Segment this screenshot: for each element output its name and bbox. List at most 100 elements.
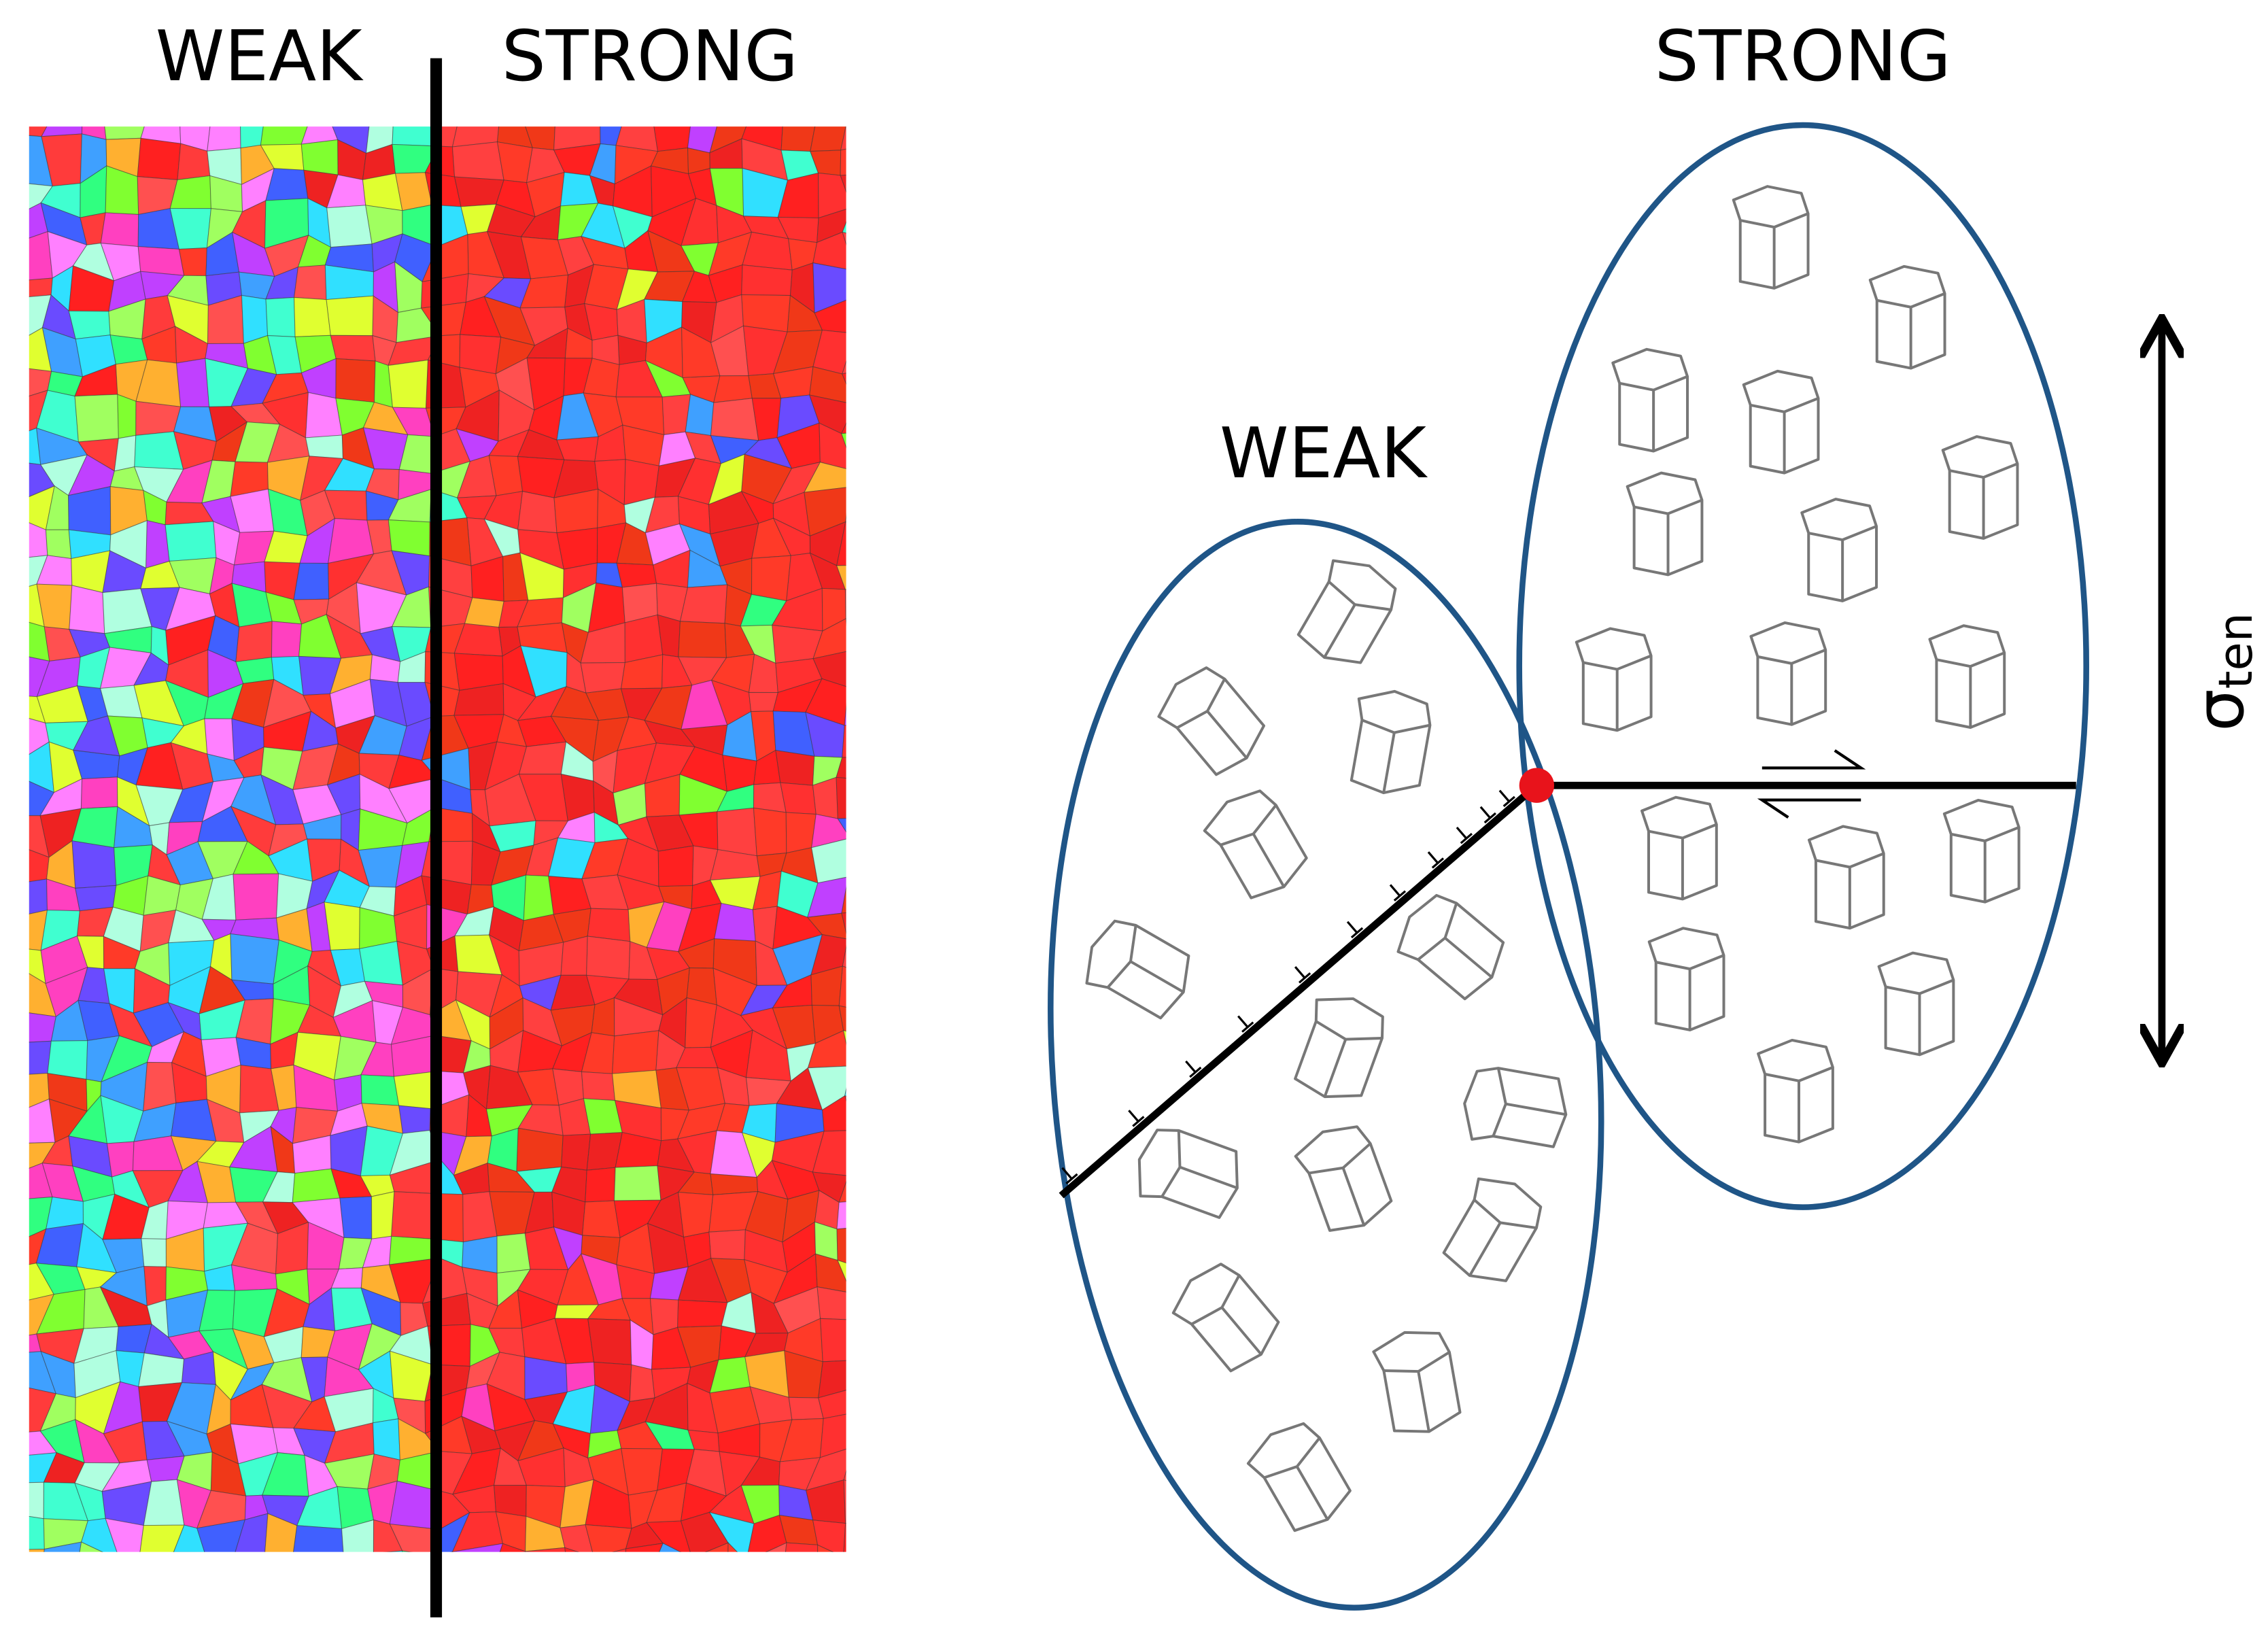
grain [848,1129,886,1176]
grain [101,1583,152,1615]
grain [560,936,588,976]
dislocation-stem [1498,789,1511,802]
grain [581,1071,616,1101]
grain [176,358,210,407]
grain [851,1289,886,1334]
grain [402,1550,412,1552]
prism [1944,800,2019,902]
grain [385,1550,403,1552]
grain [553,126,601,151]
grain [39,1581,79,1617]
grain [882,172,906,216]
grain [850,468,886,502]
grain [373,1418,400,1461]
grain [817,1286,846,1320]
grain [843,1522,846,1552]
grain [717,807,757,857]
grain [525,1547,566,1552]
grain [294,297,331,338]
grain [875,362,914,407]
grain [719,1579,745,1624]
strong-ellipse [1516,122,2089,1210]
grain [74,394,119,443]
grain [343,1554,373,1590]
prism [1075,912,1201,1027]
grain [241,294,269,344]
grain [29,1098,56,1144]
grain [653,126,691,152]
grain [75,1581,110,1615]
grain [870,298,919,335]
grain [398,1105,431,1134]
grain [883,980,914,1016]
dislocation-stem [1185,1060,1197,1074]
grain [117,394,137,439]
grain [841,432,846,448]
grain [741,264,793,296]
grain [104,126,145,140]
strong-label-right: STRONG [1655,16,1951,97]
grain [844,1095,846,1101]
grain [235,1513,269,1552]
grain [880,1545,919,1593]
grain [326,205,373,248]
prism [1613,349,1687,451]
grain [812,1130,846,1176]
grain [836,757,846,779]
grain [806,912,846,940]
prism [1388,886,1513,1008]
grain [741,294,791,332]
prism [1371,1325,1462,1439]
grain [811,838,846,884]
grain [138,1352,185,1388]
grain [235,621,273,662]
grain [870,625,914,663]
grain [233,1559,271,1592]
grain [300,126,339,145]
grain [587,908,631,942]
grain [842,946,846,968]
grain [264,1513,298,1552]
weak-label-left: WEAK [156,16,364,97]
grain [371,1191,395,1239]
grain [173,1551,175,1552]
grain [879,909,919,944]
grain [564,1547,579,1552]
grain [465,1579,490,1626]
grain [68,310,111,340]
grain [870,1366,909,1400]
prism [1751,623,1825,725]
grain [678,1590,727,1619]
dislocation-stem [1479,806,1492,819]
grain [848,1389,886,1419]
grain [870,277,919,309]
grain [423,1579,469,1622]
grain [871,851,921,889]
grain [293,1525,344,1552]
grain [812,1520,846,1552]
grain [871,1289,901,1334]
grain [710,398,759,441]
grain [173,1524,205,1552]
grain [496,1233,531,1274]
grain [847,1320,871,1366]
weak-label-right: WEAK [1220,413,1428,494]
grain [843,1030,846,1045]
grain [139,1524,185,1552]
grain [870,648,911,696]
grain [621,1447,664,1496]
grain [388,359,429,409]
grain [788,1396,824,1420]
grain [818,1360,846,1399]
grain [814,299,846,333]
grain [853,271,881,298]
grain [874,1076,918,1111]
grain [814,1253,846,1292]
dislocation-stem [1427,851,1439,864]
grain [811,813,846,848]
grain [817,1544,834,1552]
grain [100,212,139,247]
grain [45,529,72,560]
grain [818,172,846,219]
grain [305,434,344,460]
